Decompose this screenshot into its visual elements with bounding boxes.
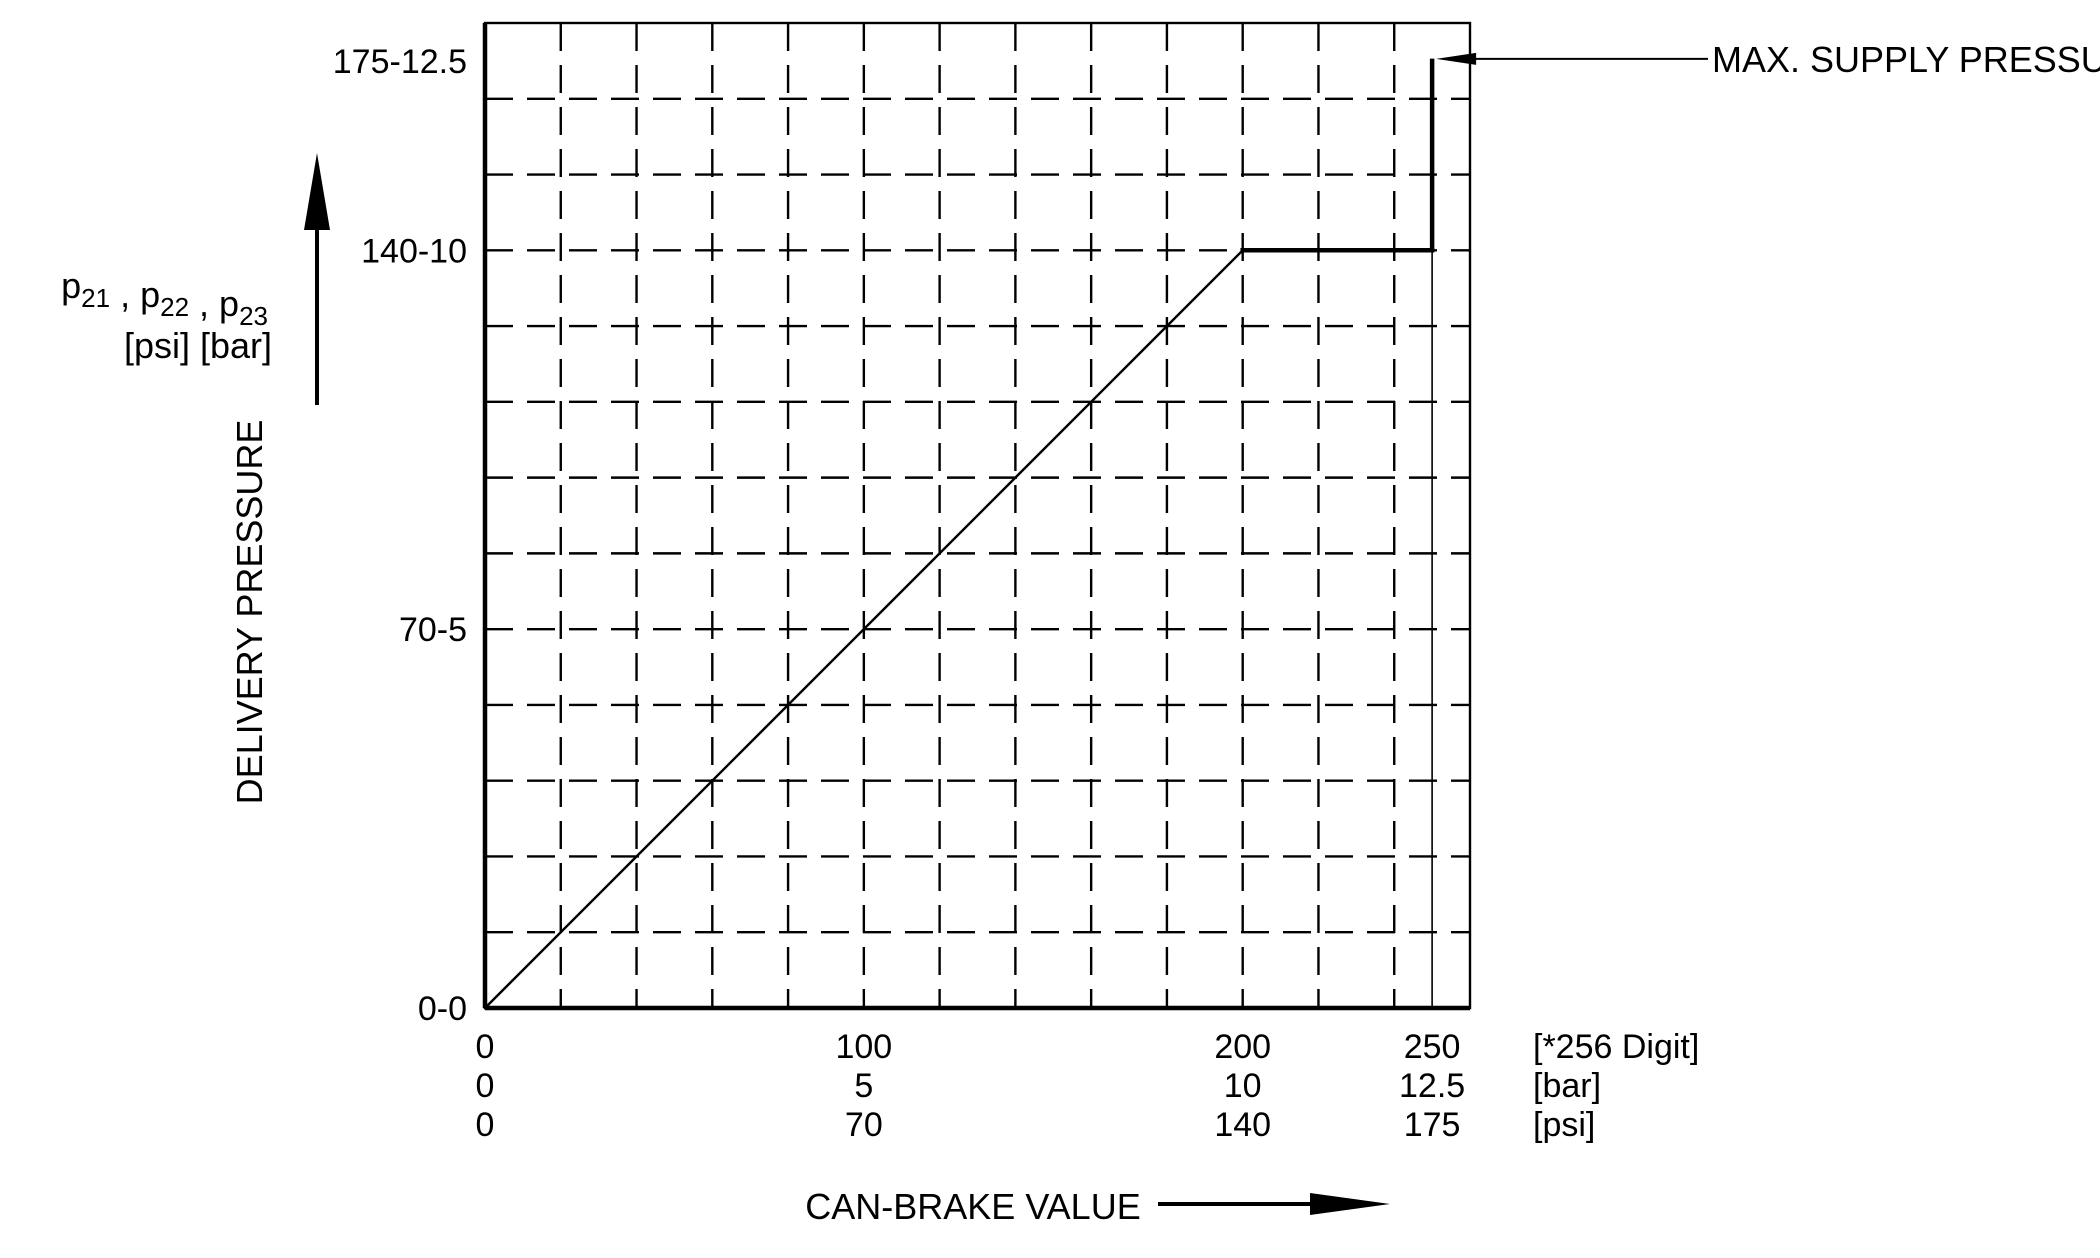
x-axis-label-group: CAN-BRAKE VALUE	[805, 1186, 1390, 1227]
y-tick-label: 175-12.5	[333, 43, 467, 81]
x-unit-label: [bar]	[1533, 1067, 1601, 1105]
grid	[485, 23, 1470, 1008]
x-tick-label: 0	[476, 1067, 495, 1105]
y-tick-label: 70-5	[399, 611, 467, 649]
x-tick-label: 140	[1214, 1106, 1271, 1144]
annotation-label: MAX. SUPPLY PRESSURE	[1712, 39, 2100, 80]
x-tick-labels: 0 100 200 250 [*256 Digit] 0 5 10 12.5 [bar] 0 70 14…	[476, 1028, 1700, 1144]
y-tick-label: 0-0	[418, 990, 467, 1028]
x-tick-label: 175	[1404, 1106, 1461, 1144]
x-tick-label: 12.5	[1399, 1067, 1465, 1105]
x-tick-label: 250	[1404, 1028, 1461, 1066]
x-axis-arrow-head	[1310, 1193, 1390, 1215]
y-tick-labels: 0-0 70-5 140-10 175-12.5	[333, 43, 467, 1028]
x-axis-title: CAN-BRAKE VALUE	[805, 1186, 1140, 1227]
y-axis-symbols: p21 , p22 , p23	[61, 265, 268, 331]
x-unit-label: [*256 Digit]	[1533, 1028, 1699, 1066]
annotation-arrow-head	[1436, 52, 1477, 65]
y-tick-label: 140-10	[361, 232, 467, 270]
y-axis-label-group: DELIVERY PRESSURE p21 , p22 , p23 [psi] …	[61, 153, 330, 804]
x-tick-label: 200	[1214, 1028, 1271, 1066]
x-tick-label: 70	[845, 1106, 883, 1144]
y-axis-arrow-head	[304, 153, 330, 230]
y-axis-units: [psi] [bar]	[124, 325, 272, 366]
x-tick-label: 5	[854, 1067, 873, 1105]
x-tick-label: 10	[1224, 1067, 1262, 1105]
y-axis-title: DELIVERY PRESSURE	[229, 420, 270, 805]
x-tick-label: 0	[476, 1106, 495, 1144]
x-tick-label: 0	[476, 1028, 495, 1066]
max-supply-annotation: MAX. SUPPLY PRESSURE	[1436, 39, 2100, 80]
x-tick-label: 100	[835, 1028, 892, 1066]
axes	[482, 23, 1470, 1011]
x-unit-label: [psi]	[1533, 1106, 1595, 1144]
series-layer	[483, 58, 1435, 1010]
series-segment	[483, 248, 1245, 1010]
